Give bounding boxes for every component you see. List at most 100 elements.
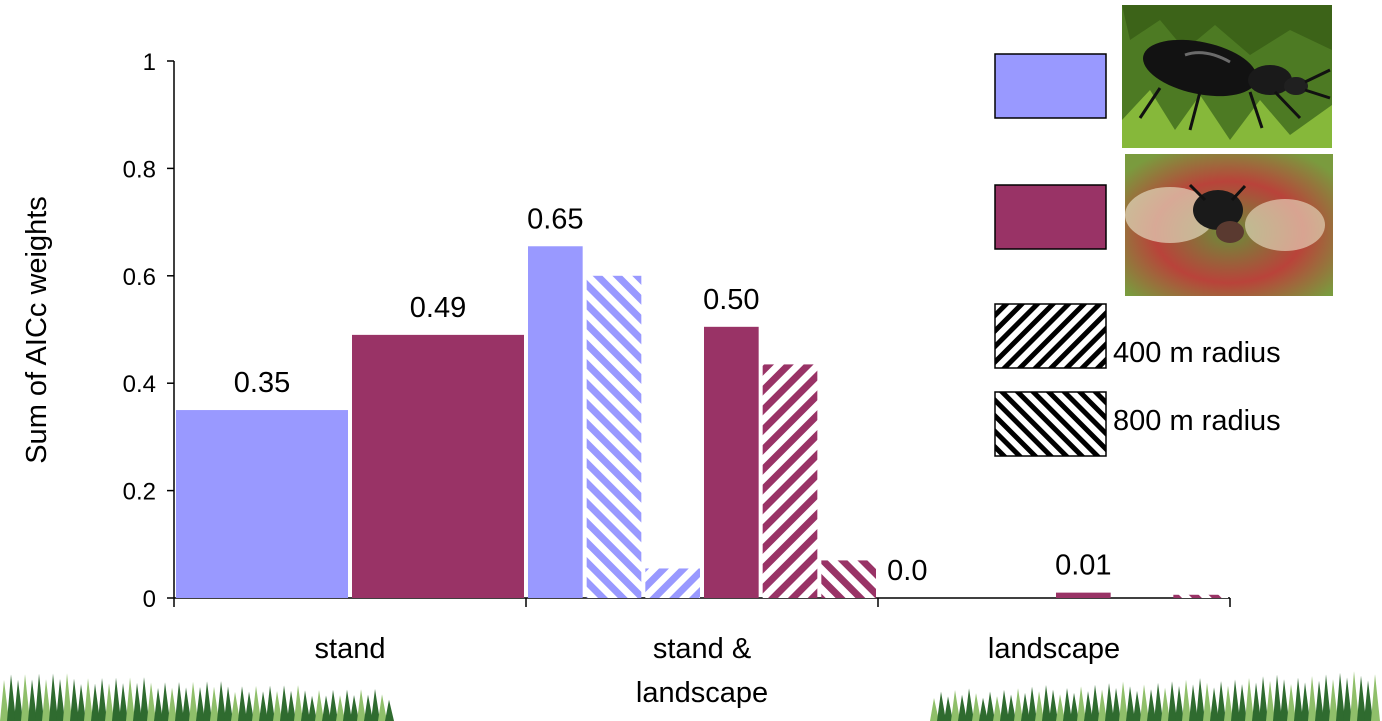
tree-shape xyxy=(203,681,212,721)
legend-label-800: 800 m radius xyxy=(1113,405,1281,437)
bar xyxy=(176,410,348,598)
legend-label-400: 400 m radius xyxy=(1113,337,1281,369)
tree-shape xyxy=(217,681,226,721)
tree-shape xyxy=(1133,690,1142,721)
bar xyxy=(586,275,642,598)
legend-swatch-series-b xyxy=(994,184,1107,250)
tree-shape xyxy=(343,689,352,721)
tree-shape xyxy=(944,696,953,721)
tree-shape xyxy=(119,683,128,721)
tree-shape xyxy=(28,679,37,721)
tree-shape xyxy=(979,697,988,721)
tree-shape xyxy=(1273,674,1282,721)
tree-shape xyxy=(182,687,191,721)
tree-shape xyxy=(930,698,939,721)
tree-shape xyxy=(1140,684,1149,721)
x-tick-label: landscape xyxy=(636,677,768,709)
tree-shape xyxy=(1357,675,1366,721)
tree-shape xyxy=(1245,677,1254,721)
tree-shape xyxy=(1196,678,1205,721)
y-tick-label: 0.8 xyxy=(123,156,156,183)
tree-shape xyxy=(70,678,79,721)
tree-shape xyxy=(1210,687,1219,721)
y-tick-label: 0.6 xyxy=(123,264,156,291)
tree-shape xyxy=(1329,679,1338,721)
tree-shape xyxy=(986,691,995,721)
tree-shape xyxy=(1070,692,1079,721)
bar xyxy=(1173,594,1228,598)
tree-shape xyxy=(1042,684,1051,721)
tree-shape xyxy=(357,689,366,721)
tree-shape xyxy=(1021,692,1030,721)
bar xyxy=(645,568,700,598)
tree-shape xyxy=(196,687,205,721)
tree-shape xyxy=(1189,684,1198,721)
tree-shape xyxy=(329,689,338,721)
tree-shape xyxy=(1350,671,1359,721)
tree-shape xyxy=(1084,691,1093,721)
tree-shape xyxy=(1217,681,1226,721)
bar xyxy=(1056,592,1111,598)
tree-shape xyxy=(1238,684,1247,721)
tree-shape xyxy=(1119,681,1128,721)
bar-value-label: 0.0 xyxy=(887,555,927,587)
tree-shape xyxy=(168,687,177,721)
tree-shape xyxy=(965,688,974,721)
tree-shape xyxy=(1336,672,1345,721)
tree-shape xyxy=(301,690,310,721)
tree-shape xyxy=(1182,679,1191,721)
tree-shape xyxy=(937,691,946,721)
tree-shape xyxy=(63,673,72,721)
tree-shape xyxy=(1105,683,1114,721)
tree-shape xyxy=(1266,680,1275,721)
y-tick-label: 0.4 xyxy=(123,371,156,398)
axes xyxy=(173,61,1230,599)
tree-shape xyxy=(175,681,184,721)
tree-shape xyxy=(294,685,303,721)
tree-shape xyxy=(280,685,289,721)
tree-shape xyxy=(1343,677,1352,721)
tree-shape xyxy=(1364,680,1373,721)
y-axis-label: Sum of AICc weights xyxy=(21,196,53,464)
tree-shape xyxy=(91,683,100,721)
forest-strip-icon xyxy=(0,671,1380,721)
tree-shape xyxy=(1035,691,1044,721)
tree-shape xyxy=(56,678,65,721)
bar xyxy=(352,334,524,598)
tree-shape xyxy=(1280,679,1289,721)
tree-shape xyxy=(210,686,219,721)
tree-shape xyxy=(112,677,121,721)
tree-shape xyxy=(1126,686,1135,721)
tree-shape xyxy=(154,687,163,721)
tree-shape xyxy=(1224,685,1233,721)
tree-shape xyxy=(231,691,240,721)
tree-shape xyxy=(972,693,981,721)
y-tick-label: 1 xyxy=(143,49,156,76)
tree-shape xyxy=(1287,683,1296,721)
bar-value-label: 0.01 xyxy=(1055,550,1111,582)
tree-shape xyxy=(140,677,149,721)
tree-shape xyxy=(189,681,198,721)
tree-shape xyxy=(224,686,233,721)
tree-shape xyxy=(308,695,317,721)
legend-swatch-hatch-800 xyxy=(994,391,1107,457)
x-tick-label: landscape xyxy=(988,633,1120,665)
bar-value-label: 0.65 xyxy=(527,203,583,235)
tree-shape xyxy=(1000,689,1009,721)
bar-value-label: 0.49 xyxy=(410,292,466,324)
tree-shape xyxy=(161,682,170,721)
tree-shape xyxy=(1063,688,1072,721)
tree-shape xyxy=(1077,686,1086,721)
tree-shape xyxy=(951,690,960,721)
y-tick-label: 0 xyxy=(143,586,156,613)
y-tick-label: 0.2 xyxy=(123,479,156,506)
bar xyxy=(821,560,876,598)
tree-shape xyxy=(1161,687,1170,721)
tree-shape xyxy=(1259,676,1268,721)
tree-shape xyxy=(378,694,387,721)
tree-shape xyxy=(77,683,86,721)
tree-shape xyxy=(350,694,359,721)
tree-shape xyxy=(1203,682,1212,721)
tree-shape xyxy=(259,691,268,721)
